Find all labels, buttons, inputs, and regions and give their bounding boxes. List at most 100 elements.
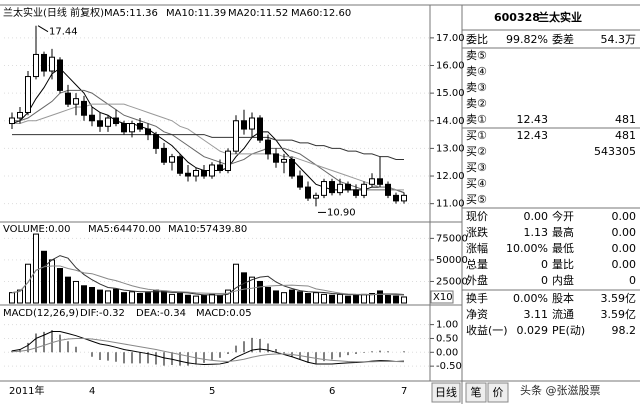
annotation-arrow [37,25,49,33]
book-label: 卖④ [466,65,487,78]
tab-label[interactable]: 日线 [435,385,457,399]
book-label: 买④ [466,177,487,190]
book-price: 12.43 [517,113,549,126]
candle-body [65,92,71,105]
candle-body [329,181,335,194]
tab-label[interactable]: 价 [493,386,504,399]
candle-body [289,158,295,177]
book-label: 卖⑤ [466,49,487,62]
candle-body [233,120,239,152]
candle-body [313,194,319,199]
candle-body [33,53,39,78]
candle-body [81,100,87,116]
volume-bar [241,272,247,304]
candle-body [297,175,303,188]
ma-legend: MA5:11.36 [104,8,158,19]
dif-line [11,331,405,365]
y-tick-label: 12.00 [436,171,465,182]
stat-value: 0.029 [517,324,549,337]
volume-bar [73,280,79,304]
candle-body [57,59,63,91]
volume-bar [217,294,223,304]
book-price: 12.43 [517,129,549,142]
candle-body [113,117,119,125]
candle-body [129,123,135,133]
stat-label: 收益(一) [466,323,508,337]
tab[interactable] [465,382,487,403]
volume-bar [313,292,319,304]
volume-bar [297,291,303,304]
volume-bar [305,293,311,304]
candle-body [153,134,159,149]
macd-legend: DIF:-0.32 [80,308,125,319]
volume-bar [345,295,351,304]
ma-line [12,134,404,160]
candle-body [369,178,375,185]
stat-value: 0 [541,274,548,287]
y-tick-label: 14.00 [436,116,465,127]
volume-bar [193,295,199,304]
volume-bar [41,250,47,304]
low-annotation: 10.90 [327,207,356,218]
volume-bar [385,294,391,304]
stat-label: 净资 [466,307,488,321]
macd-title: MACD(12,26,9) [3,308,79,319]
volume-bar [289,289,295,304]
unit-box [430,290,454,304]
stat-label: 内盘 [552,273,574,287]
candle-body [73,98,79,105]
candle-body [97,120,103,127]
stat-value: 0 [629,274,636,287]
stat-value: 0.00% [513,292,548,305]
ma-line [12,89,405,194]
stat-label: 换手 [466,291,488,305]
watermark: 头条 @张滋股票 [520,383,601,397]
volume-bar [201,294,207,304]
candle-body [401,194,407,202]
macd-legend: MACD:0.05 [196,308,252,319]
stat-label: 涨幅 [466,242,488,255]
y-tick-label: 15.00 [436,88,465,99]
stock-name: 兰太实业 [538,10,582,24]
candle-body [241,120,247,130]
stat-label: 量比 [552,258,574,271]
stat-value: 0.00 [524,210,549,223]
y-tick-label: 11.00 [436,199,465,210]
candle-body [361,183,367,196]
stat-value: 3.11 [524,308,549,321]
stat-value: 98.2 [612,324,637,337]
chart-title: 兰太实业(日线 前复权) [3,6,104,19]
candle-body [185,172,191,177]
candle-body [49,56,55,72]
volume-bar [137,293,143,304]
dea-line [11,337,405,363]
candle-body [169,156,175,163]
y-tick-label: -0.50 [436,361,462,372]
tab[interactable] [487,382,509,403]
volume-bar [225,289,231,304]
stat-label: 总量 [466,257,488,271]
volume-bar [17,289,23,304]
volume-bar [377,290,383,304]
y-tick-label: 50000 [436,255,468,266]
tab-label[interactable]: 笔 [471,385,482,399]
candle-body [41,53,47,72]
tab[interactable] [431,382,461,403]
volume-bar [185,294,191,304]
stat-label: 流通 [552,307,574,321]
candle-body [353,189,359,196]
volume-bar [57,268,63,304]
volume-ma-legend: MA5:64470.00 [88,224,161,235]
stat-value: 0.00 [612,242,637,255]
stat-value: 3.59亿 [601,308,637,321]
book-label: 卖③ [466,81,487,94]
candle-body [393,194,399,202]
candle-body [177,156,183,174]
volume-bar [105,290,111,304]
ma-legend: MA20:11.52 [228,8,288,19]
book-label: 卖① [466,113,487,126]
candle-body [377,178,383,185]
volume-bar [273,290,279,304]
volume-bar [145,292,151,304]
